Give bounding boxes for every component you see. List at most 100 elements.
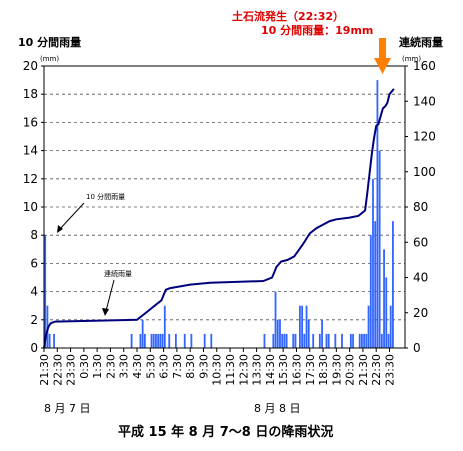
rain-bar	[48, 333, 51, 348]
right-y-axis-ticks: 0 20 40 60 80 100 120 140 160	[405, 59, 436, 355]
rain-bar	[263, 333, 266, 348]
x-tick-label: 12:30	[237, 354, 250, 386]
rain-10min-bars	[44, 80, 394, 348]
right-tick-label: 140	[413, 94, 436, 108]
rain-bar	[294, 333, 297, 348]
event-rainfall: 10 分間雨量：19mm	[261, 23, 373, 37]
rain-bar	[283, 333, 286, 348]
right-tick-label: 20	[413, 306, 428, 320]
x-tick-label: 17:30	[304, 354, 317, 386]
rain-bar	[298, 305, 301, 348]
rain-bar	[325, 333, 328, 348]
left-tick-label: 0	[30, 341, 38, 355]
x-tick-label: 0:30	[78, 354, 91, 379]
x-tick-label: 7:30	[171, 354, 184, 379]
left-axis-unit: (mm)	[40, 55, 59, 63]
right-tick-label: 160	[413, 59, 436, 73]
x-tick-label: 23:30	[65, 354, 78, 386]
rain-bar	[307, 319, 310, 348]
left-tick-label: 16	[23, 115, 38, 129]
left-tick-label: 8	[30, 228, 38, 242]
x-tick-label: 14:30	[264, 354, 277, 386]
rain-bar	[389, 305, 392, 348]
x-tick-label: 21:30	[38, 354, 51, 386]
rain-bar	[139, 333, 142, 348]
rain-bar	[369, 235, 372, 348]
rain-bar	[358, 333, 361, 348]
left-tick-label: 20	[23, 59, 38, 73]
rain-bar	[292, 333, 295, 348]
rain-bar	[203, 333, 206, 348]
rain-bar	[361, 333, 363, 348]
x-axis-ticks: 21:30 22:30 23:30 0:30 1:30 2:30 3:30 4:30 5:30 6…	[38, 348, 396, 386]
rain-bar	[150, 333, 153, 348]
rain-bar	[141, 319, 144, 348]
rain-bar	[374, 221, 377, 348]
left-tick-label: 2	[30, 313, 38, 327]
x-tick-label: 11:30	[224, 354, 237, 386]
x-tick-label: 15:30	[277, 354, 290, 386]
cumulative-rain-line	[43, 88, 395, 349]
rain-bar	[281, 333, 284, 348]
rain-bar	[327, 333, 330, 348]
rain-bar	[321, 319, 323, 348]
rain-bar	[163, 305, 166, 348]
left-tick-label: 14	[23, 144, 38, 158]
x-tick-label: 22:30	[51, 354, 64, 386]
rain-bar	[341, 333, 343, 348]
line-label-arrowhead	[102, 308, 109, 316]
line-label-leader	[105, 279, 115, 312]
x-tick-label: 20:30	[344, 354, 357, 386]
x-tick-label: 21:30	[357, 354, 370, 386]
x-tick-label: 8:30	[184, 354, 197, 379]
rain-bar	[210, 333, 213, 348]
bar-label-arrowhead	[57, 225, 63, 233]
rain-bar	[272, 333, 275, 348]
left-axis-title: 10 分間雨量	[18, 35, 81, 49]
date-label-aug8: 8 月 8 日	[254, 402, 301, 415]
x-tick-label: 13:30	[251, 354, 264, 386]
left-tick-label: 12	[23, 172, 38, 186]
rain-bar	[349, 333, 352, 348]
rain-bar	[157, 333, 160, 348]
right-tick-label: 120	[413, 130, 436, 144]
rain-bar	[279, 319, 281, 348]
rain-bar	[44, 235, 47, 348]
event-title: 土石流発生（22:32）	[232, 9, 344, 23]
x-tick-label: 4:30	[131, 354, 144, 379]
rain-bar	[174, 333, 177, 348]
rain-bar	[363, 333, 366, 348]
rain-bar	[159, 333, 162, 348]
rain-bar	[334, 333, 337, 348]
rain-bar	[168, 333, 171, 348]
rain-bar	[383, 249, 385, 348]
left-tick-label: 18	[23, 87, 38, 101]
line-series-label: 連続雨量	[104, 269, 132, 278]
rain-bar	[303, 333, 306, 348]
x-tick-label: 1:30	[91, 354, 104, 379]
rain-bar	[305, 305, 308, 348]
right-tick-label: 80	[413, 200, 428, 214]
gridlines	[44, 93, 405, 321]
rain-bar	[318, 333, 321, 348]
rain-bar	[367, 305, 370, 348]
rain-bar	[161, 333, 164, 348]
rain-bar	[312, 333, 315, 348]
event-arrow-head	[374, 58, 391, 74]
event-arrow-shaft	[379, 38, 386, 62]
rain-bar	[130, 333, 133, 348]
date-label-aug7: 8 月 7 日	[44, 402, 91, 415]
rain-bar	[372, 178, 374, 348]
rain-bar	[190, 333, 193, 348]
left-tick-label: 10	[23, 200, 38, 214]
chart-caption: 平成 15 年 8 月 7～8 日の降雨状況	[118, 424, 333, 440]
right-axis-unit: (mm)	[402, 55, 421, 63]
x-tick-label: 2:30	[104, 354, 117, 379]
rain-bar	[365, 333, 368, 348]
x-tick-label: 19:30	[330, 354, 343, 386]
x-tick-label: 18:30	[317, 354, 330, 386]
rain-bar	[376, 80, 379, 348]
rain-bar	[285, 333, 288, 348]
x-tick-label: 23:30	[383, 354, 396, 386]
